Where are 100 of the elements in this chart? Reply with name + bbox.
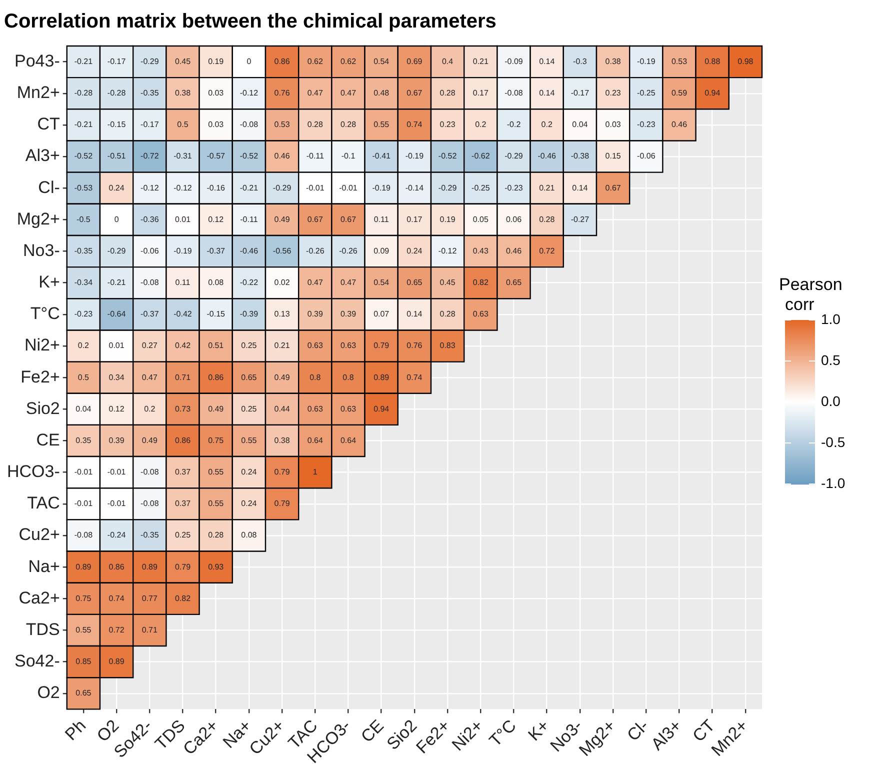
data-label: -0.25 <box>472 183 490 192</box>
data-label: 0.62 <box>307 56 324 66</box>
data-label: 0.27 <box>142 341 158 350</box>
data-label: 0.89 <box>142 562 158 572</box>
data-label: 0.38 <box>174 88 192 98</box>
data-label: 0.25 <box>174 530 192 540</box>
data-label: 0.49 <box>208 404 224 414</box>
y-tick-label: TDS <box>26 620 60 639</box>
data-label: -0.38 <box>570 152 590 161</box>
data-label: -0.01 <box>107 468 126 477</box>
data-label: -0.19 <box>174 246 192 256</box>
data-label: 0.82 <box>174 594 192 603</box>
data-label: 0.63 <box>307 404 324 414</box>
color-bar-label: 0.5 <box>821 352 841 368</box>
data-label: -0.12 <box>240 88 259 98</box>
data-label: -0.21 <box>74 120 94 130</box>
data-label: 0.64 <box>307 436 324 445</box>
data-label: 0.65 <box>406 278 423 288</box>
data-label: 0.79 <box>274 468 290 477</box>
data-label: -0.08 <box>140 278 160 288</box>
y-tick-label: O2 <box>37 683 60 702</box>
data-label: -0.01 <box>107 499 126 508</box>
x-tick-label: T°C <box>486 716 520 750</box>
data-label: 0.2 <box>144 404 156 414</box>
data-label: -0.53 <box>74 183 94 192</box>
data-label: 0.03 <box>208 120 224 130</box>
data-label: 0.69 <box>406 56 423 66</box>
data-label: 0.51 <box>208 341 224 350</box>
y-tick-label: So42- <box>14 651 60 670</box>
data-label: 0.14 <box>539 56 556 66</box>
data-label: 0.63 <box>340 341 357 350</box>
data-label: 0.86 <box>174 436 192 445</box>
data-label: -0.64 <box>107 310 126 319</box>
x-tick-label: CE <box>357 716 388 746</box>
data-label: -0.17 <box>107 56 126 66</box>
data-label: 0.13 <box>274 310 290 319</box>
data-label: 0.94 <box>374 404 390 414</box>
data-label: 0.62 <box>340 56 357 66</box>
data-label: 0.38 <box>605 56 622 66</box>
data-label: 0.72 <box>539 246 556 256</box>
data-label: 0.38 <box>274 436 290 445</box>
data-label: -0.15 <box>206 310 226 319</box>
data-label: 0.54 <box>374 56 390 66</box>
data-label: 0.67 <box>340 214 357 224</box>
data-label: 0.55 <box>208 468 224 477</box>
data-label: -0.17 <box>570 88 590 98</box>
data-label: 0.43 <box>472 246 489 256</box>
data-label: 0.46 <box>506 246 522 256</box>
data-label: -0.35 <box>74 246 94 256</box>
data-label: -0.72 <box>140 152 160 161</box>
data-label: 0.24 <box>241 499 258 508</box>
data-label: -0.08 <box>240 120 259 130</box>
data-label: -0.46 <box>240 246 259 256</box>
data-label: -0.29 <box>107 246 126 256</box>
data-label: 0.03 <box>208 88 224 98</box>
data-label: 0.24 <box>406 246 423 256</box>
data-label: 0.74 <box>406 372 423 382</box>
data-label: -0.06 <box>637 152 656 161</box>
data-label: 0.86 <box>108 562 125 572</box>
data-label: 0.53 <box>274 120 290 130</box>
y-tick-label: Mn2+ <box>16 83 60 102</box>
data-label: 0.75 <box>76 594 92 603</box>
data-label: -0.35 <box>140 530 160 540</box>
data-label: 0.49 <box>274 214 290 224</box>
data-label: 0.67 <box>307 214 324 224</box>
data-label: 0.07 <box>374 310 390 319</box>
data-label: 0.19 <box>208 56 224 66</box>
data-label: -0.06 <box>140 246 160 256</box>
data-label: 0.25 <box>241 341 258 350</box>
data-label: 0.79 <box>274 499 290 508</box>
y-tick-label: Cl- <box>38 178 60 197</box>
data-label: -0.12 <box>174 183 192 192</box>
data-label: 0.71 <box>142 625 158 634</box>
data-label: 1 <box>312 468 318 477</box>
data-label: 0.11 <box>374 214 390 224</box>
y-tick-label: CE <box>36 430 60 450</box>
data-label: -0.46 <box>538 152 557 161</box>
data-label: 0.89 <box>374 372 390 382</box>
data-label: 0.55 <box>374 120 390 130</box>
data-label: -0.01 <box>74 499 94 508</box>
data-label: 0.45 <box>174 56 192 66</box>
data-label: 0.53 <box>671 56 688 66</box>
data-label: -0.08 <box>140 499 160 508</box>
data-label: 0.35 <box>76 436 92 445</box>
data-label: 0.59 <box>671 88 688 98</box>
data-label: -0.23 <box>637 120 656 130</box>
data-label: -0.42 <box>174 310 192 319</box>
data-label: 0.86 <box>208 372 224 382</box>
data-label: 0.2 <box>541 120 553 130</box>
data-label: 0.25 <box>241 404 258 414</box>
data-label: 0.83 <box>440 341 456 350</box>
data-label: 0.46 <box>274 152 290 161</box>
data-label: -0.56 <box>272 246 292 256</box>
data-label: 0.06 <box>506 214 522 224</box>
data-label: 0.24 <box>108 183 125 192</box>
data-label: 0.5 <box>78 372 90 382</box>
data-label: 0.63 <box>307 341 324 350</box>
data-label: -0.52 <box>438 152 458 161</box>
data-label: -0.35 <box>140 88 160 98</box>
data-label: -0.3 <box>573 56 588 66</box>
